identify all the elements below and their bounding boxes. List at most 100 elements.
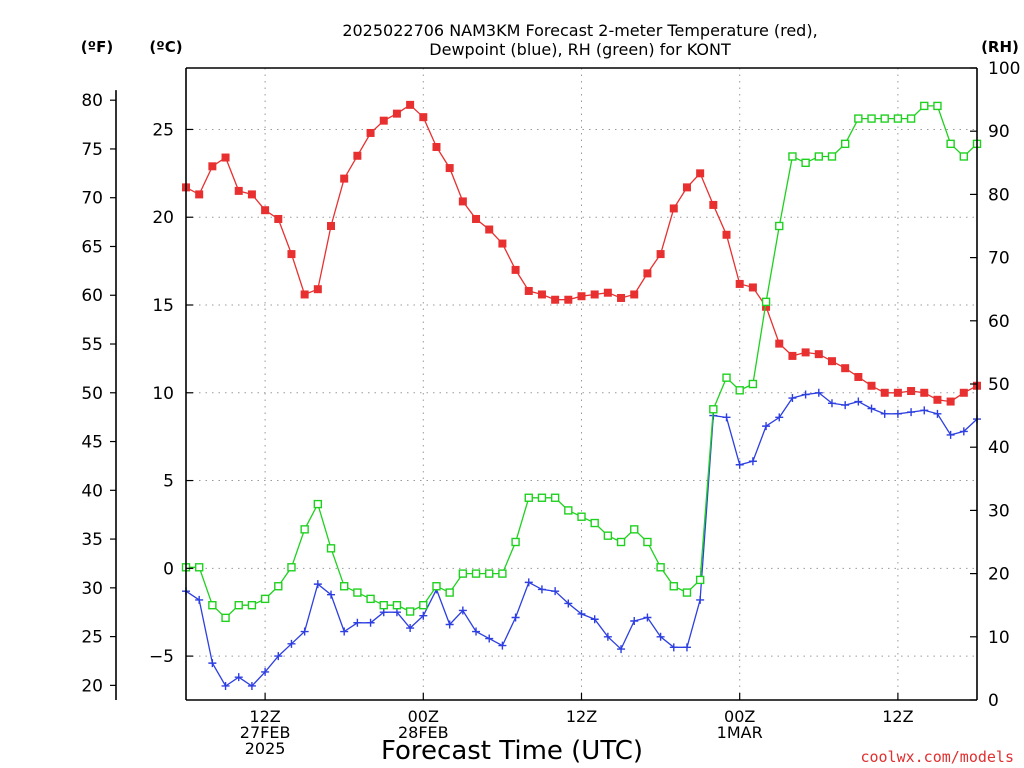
- rh-point: [590, 518, 599, 528]
- temperature-point: [472, 214, 481, 223]
- dewpoint-point: [274, 652, 283, 661]
- chart-title-line-2: Dewpoint (blue), RH (green) for KONT: [429, 40, 731, 59]
- rh-point: [920, 101, 929, 111]
- rh-point: [194, 563, 204, 572]
- dewpoint-series: [182, 388, 981, 690]
- temperature-point: [920, 388, 929, 397]
- fahrenheit-tick-label: 55: [81, 335, 103, 355]
- dewpoint-point: [920, 406, 929, 415]
- dewpoint-point: [524, 578, 533, 587]
- dewpoint-point: [392, 608, 401, 617]
- rh-point: [260, 594, 270, 604]
- rh-tick-label: 60: [988, 312, 1010, 332]
- temperature-point: [234, 186, 243, 195]
- dewpoint-point: [841, 401, 850, 410]
- rh-point: [669, 582, 678, 591]
- dewpoint-point: [406, 624, 415, 633]
- temperature-point: [485, 225, 494, 234]
- dewpoint-point: [682, 643, 691, 652]
- temperature-point: [788, 351, 797, 360]
- dewpoint-point: [564, 599, 573, 608]
- temperature-point: [498, 239, 507, 248]
- rh-tick-label: 10: [988, 628, 1010, 648]
- temperature-point: [313, 285, 322, 294]
- dewpoint-point: [261, 667, 270, 676]
- dewpoint-point: [946, 430, 955, 439]
- dewpoint-point: [775, 413, 784, 422]
- rh-point: [643, 537, 652, 547]
- rh-tick-label: 100: [988, 59, 1020, 79]
- dewpoint-point: [801, 390, 810, 399]
- rh-point: [603, 531, 613, 540]
- dewpoint-point: [537, 585, 546, 594]
- celsius-axis-unit: (ºC): [149, 38, 182, 56]
- fahrenheit-axis-unit: (ºF): [81, 38, 113, 56]
- dewpoint-point: [933, 409, 942, 418]
- rh-point: [379, 601, 388, 610]
- rh-point: [485, 569, 494, 578]
- dewpoint-point: [854, 397, 863, 406]
- rh-point: [906, 114, 916, 123]
- temperature-point: [524, 286, 533, 295]
- rh-point: [208, 601, 217, 610]
- temperature-point: [617, 293, 626, 302]
- rh-point: [564, 506, 573, 515]
- x-tick-label: 2025: [245, 739, 286, 758]
- temperature-point: [445, 164, 454, 173]
- dewpoint-point: [867, 404, 876, 413]
- temperature-point: [564, 295, 573, 304]
- temperature-point: [669, 204, 678, 213]
- temperature-point: [682, 183, 691, 192]
- rh-point: [840, 139, 850, 149]
- temperature-point: [247, 190, 256, 199]
- rh-point: [524, 493, 533, 502]
- rh-point: [735, 386, 744, 395]
- x-tick-label: 12Z: [566, 707, 597, 726]
- dewpoint-point: [485, 634, 494, 643]
- dewpoint-point: [353, 618, 362, 627]
- celsius-tick-label: 10: [152, 384, 174, 404]
- temperature-point: [656, 250, 665, 259]
- x-tick-label: 28FEB: [398, 723, 449, 742]
- dewpoint-point: [313, 580, 322, 589]
- temperature-point: [946, 397, 955, 406]
- dewpoint-point: [893, 409, 902, 418]
- fahrenheit-tick-label: 20: [81, 676, 103, 696]
- rh-point: [827, 152, 837, 161]
- rh-axis-unit: (RH): [981, 38, 1019, 56]
- temperature-point: [327, 222, 336, 230]
- rh-point: [761, 297, 771, 307]
- temperature-point: [261, 206, 270, 215]
- rh-point: [326, 544, 336, 553]
- rh-point: [893, 114, 903, 123]
- rh-point: [867, 114, 876, 123]
- temperature-point: [959, 388, 968, 397]
- temperature-point: [933, 395, 942, 404]
- rh-tick-label: 80: [988, 185, 1010, 205]
- dewpoint-point: [788, 394, 797, 403]
- temperature-point: [709, 200, 718, 209]
- rh-point: [709, 405, 718, 414]
- rh-series: [181, 101, 982, 623]
- fahrenheit-tick-label: 40: [81, 481, 103, 501]
- temperature-point: [801, 348, 810, 357]
- dewpoint-point: [340, 627, 349, 636]
- temperature-point: [208, 162, 217, 171]
- temperature-point: [735, 279, 744, 288]
- dewpoint-point: [577, 609, 586, 618]
- rh-point: [313, 499, 323, 509]
- dewpoint-point: [748, 457, 757, 466]
- dewpoint-point: [379, 608, 388, 617]
- temperature-point: [221, 153, 230, 162]
- celsius-tick-label: 5: [163, 472, 174, 492]
- grid-lines: [186, 68, 977, 700]
- rh-point: [550, 493, 560, 502]
- dewpoint-point: [814, 388, 823, 397]
- rh-point: [959, 152, 969, 161]
- rh-tick-label: 30: [988, 501, 1010, 521]
- dewpoint-point: [603, 632, 612, 641]
- dewpoint-point: [669, 643, 678, 652]
- fahrenheit-tick-label: 45: [81, 433, 103, 453]
- x-tick-label: 1MAR: [717, 723, 763, 742]
- rh-point: [221, 613, 230, 623]
